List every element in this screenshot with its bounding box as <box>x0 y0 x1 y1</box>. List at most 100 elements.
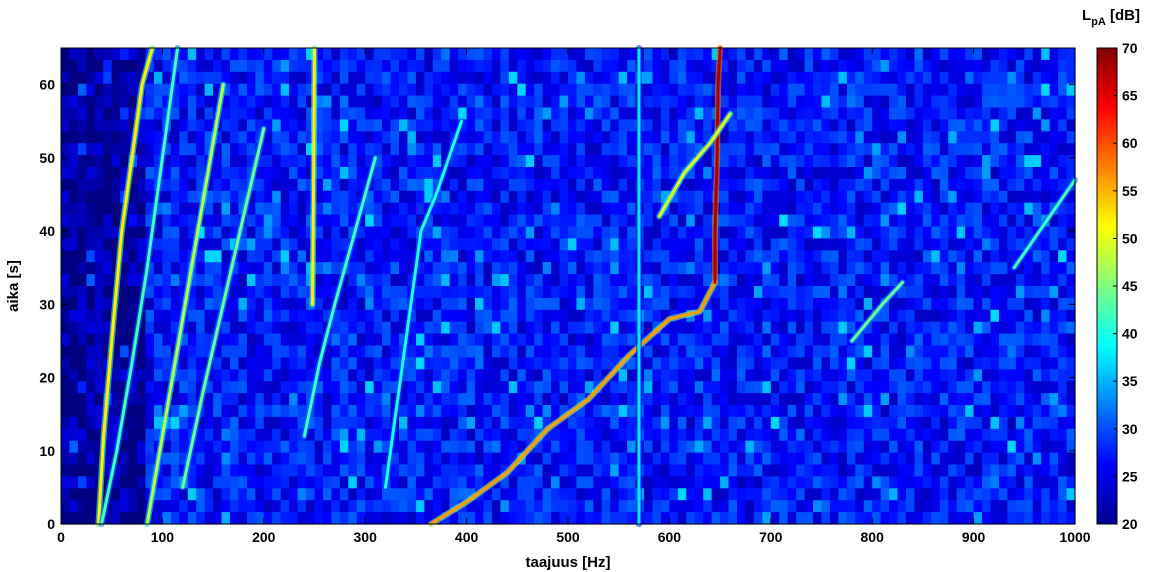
heatmap-cell <box>982 452 992 466</box>
heatmap-cell <box>230 155 240 168</box>
heatmap-cell <box>491 238 501 251</box>
heatmap-cell <box>998 202 1008 216</box>
heatmap-cell <box>931 214 941 228</box>
heatmap-cell <box>170 274 180 287</box>
heatmap-cell <box>111 95 121 109</box>
heatmap-cell <box>779 274 789 287</box>
heatmap-cell <box>542 262 552 275</box>
heatmap-cell <box>863 71 873 85</box>
heatmap-cell <box>491 405 501 418</box>
heatmap-cell <box>86 107 96 120</box>
heatmap-cell <box>711 309 721 323</box>
heatmap-cell <box>500 107 510 120</box>
heatmap-cell <box>914 309 924 323</box>
heatmap-cell <box>322 238 332 251</box>
heatmap-cell <box>720 131 730 144</box>
heatmap-cell <box>576 202 586 216</box>
heatmap-cell <box>542 59 552 73</box>
colorbar-tick-label: 35 <box>1122 373 1138 389</box>
heatmap-cell <box>86 190 96 204</box>
heatmap-cell <box>686 381 696 394</box>
heatmap-cell <box>255 381 265 394</box>
heatmap-cell <box>677 71 687 85</box>
heatmap-cell <box>187 107 197 120</box>
heatmap-cell <box>491 452 501 466</box>
heatmap-cell <box>179 262 189 275</box>
heatmap-cell <box>365 405 375 418</box>
heatmap-cell <box>753 119 763 132</box>
heatmap-cell <box>246 59 256 73</box>
heatmap-cell <box>331 345 341 358</box>
heatmap-cell <box>1007 131 1017 144</box>
heatmap-cell <box>652 345 662 358</box>
heatmap-cell <box>339 393 349 406</box>
heatmap-cell <box>491 119 501 132</box>
heatmap-cell <box>246 488 256 501</box>
heatmap-cell <box>508 59 518 73</box>
heatmap-cell <box>272 190 282 204</box>
heatmap-cell <box>322 167 332 180</box>
heatmap-cell <box>720 488 730 501</box>
heatmap-cell <box>373 452 383 466</box>
heatmap-cell <box>973 95 983 109</box>
heatmap-cell <box>1041 226 1051 239</box>
heatmap-cell <box>762 167 772 180</box>
heatmap-cell <box>297 250 307 263</box>
heatmap-cell <box>982 393 992 406</box>
heatmap-cell <box>660 416 670 430</box>
heatmap-cell <box>720 464 730 477</box>
heatmap-cell <box>855 178 865 192</box>
heatmap-cell <box>179 286 189 299</box>
heatmap-cell <box>956 381 966 394</box>
heatmap-cell <box>491 440 501 454</box>
heatmap-cell <box>491 464 501 477</box>
heatmap-cell <box>576 452 586 466</box>
heatmap-cell <box>322 405 332 418</box>
heatmap-cell <box>956 321 966 335</box>
heatmap-cell <box>272 309 282 323</box>
heatmap-cell <box>441 202 451 216</box>
heatmap-cell <box>128 393 138 406</box>
heatmap-cell <box>1007 48 1017 61</box>
heatmap-cell <box>424 369 434 382</box>
heatmap-cell <box>948 488 958 501</box>
heatmap-cell <box>559 59 569 73</box>
heatmap-cell <box>187 512 197 525</box>
heatmap-cell <box>517 190 527 204</box>
heatmap-cell <box>897 190 907 204</box>
heatmap-cell <box>829 190 839 204</box>
heatmap-cell <box>965 345 975 358</box>
heatmap-cell <box>356 59 366 73</box>
heatmap-cell <box>120 416 130 430</box>
heatmap-cell <box>931 202 941 216</box>
heatmap-cell <box>838 238 848 251</box>
heatmap-cell <box>322 416 332 430</box>
heatmap-cell <box>221 59 231 73</box>
heatmap-cell <box>669 274 679 287</box>
heatmap-cell <box>525 381 535 394</box>
heatmap-cell <box>390 452 400 466</box>
heatmap-cell <box>593 428 603 442</box>
heatmap-cell <box>914 83 924 97</box>
heatmap-cell <box>745 167 755 180</box>
heatmap-cell <box>601 345 611 358</box>
heatmap-cell <box>382 381 392 394</box>
heatmap-cell <box>356 345 366 358</box>
heatmap-cell <box>542 369 552 382</box>
heatmap-cell <box>728 464 738 477</box>
heatmap-cell <box>889 357 899 370</box>
heatmap-cell <box>103 143 113 156</box>
heatmap-cell <box>246 226 256 239</box>
trace-gear-sweep <box>429 280 717 526</box>
heatmap-cell <box>170 488 180 501</box>
heatmap-cell <box>838 309 848 323</box>
heatmap-cell <box>804 297 814 311</box>
heatmap-cell <box>559 71 569 85</box>
heatmap-cell <box>213 48 223 61</box>
heatmap-cell <box>914 416 924 430</box>
heatmap-cell <box>1024 274 1034 287</box>
heatmap-cell <box>745 131 755 144</box>
heatmap-cell <box>880 48 890 61</box>
heatmap-cell <box>483 357 493 370</box>
heatmap-cell <box>762 262 772 275</box>
